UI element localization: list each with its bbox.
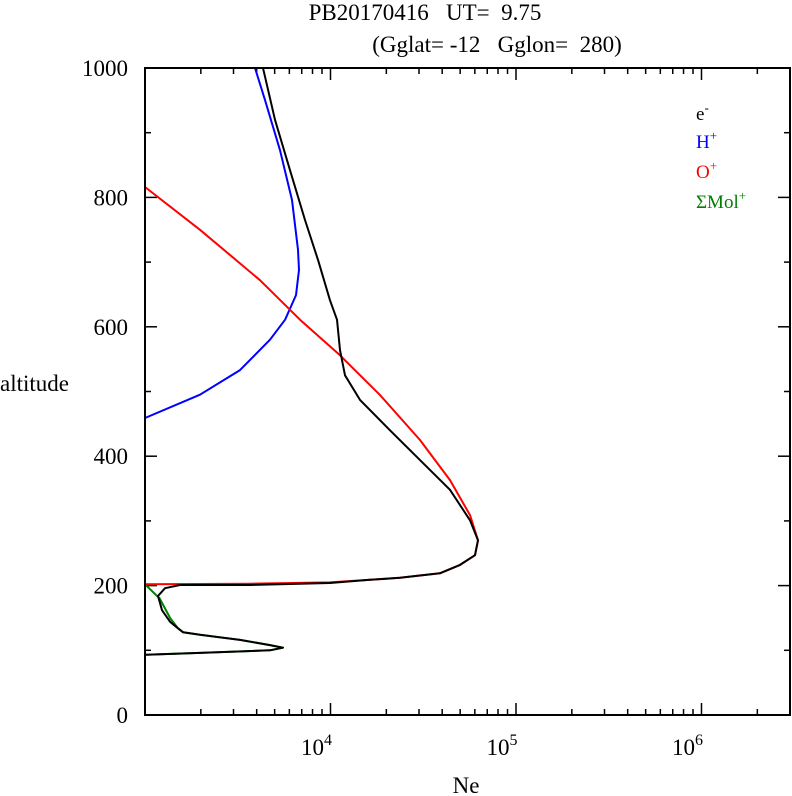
legend-entry: e- — [696, 100, 709, 125]
legend-entry: ΣMol+ — [696, 188, 746, 213]
legend: e- H+ O+ ΣMol+ — [696, 100, 746, 213]
y-tick-label: 1000 — [82, 56, 128, 81]
series-line-e — [145, 67, 479, 656]
x-tick-label: 106 — [672, 732, 703, 760]
series-line-o — [144, 186, 479, 586]
chart-title-line1: PB20170416 UT= 9.75 — [309, 0, 542, 25]
series-line-h — [144, 67, 300, 419]
legend-entry: O+ — [696, 158, 717, 183]
x-tick-label: 104 — [301, 732, 332, 760]
y-axis-label: altitude — [0, 371, 69, 396]
chart-title-line2: (Gglat= -12 Gglon= 280) — [372, 32, 622, 57]
legend-entry: H+ — [696, 128, 717, 153]
x-axis-label: Ne — [453, 773, 480, 796]
y-tick-label: 0 — [117, 703, 129, 728]
series-lines — [144, 67, 479, 656]
plot-frame — [144, 67, 791, 716]
y-tick-label: 400 — [94, 444, 129, 469]
y-tick-label: 800 — [94, 185, 129, 210]
y-tick-label: 200 — [94, 574, 129, 599]
y-tick-label: 600 — [94, 315, 129, 340]
x-tick-label: 105 — [486, 732, 517, 760]
axis-ticks: 0 200 400 600 800 1000 104 105 106 — [82, 56, 791, 760]
